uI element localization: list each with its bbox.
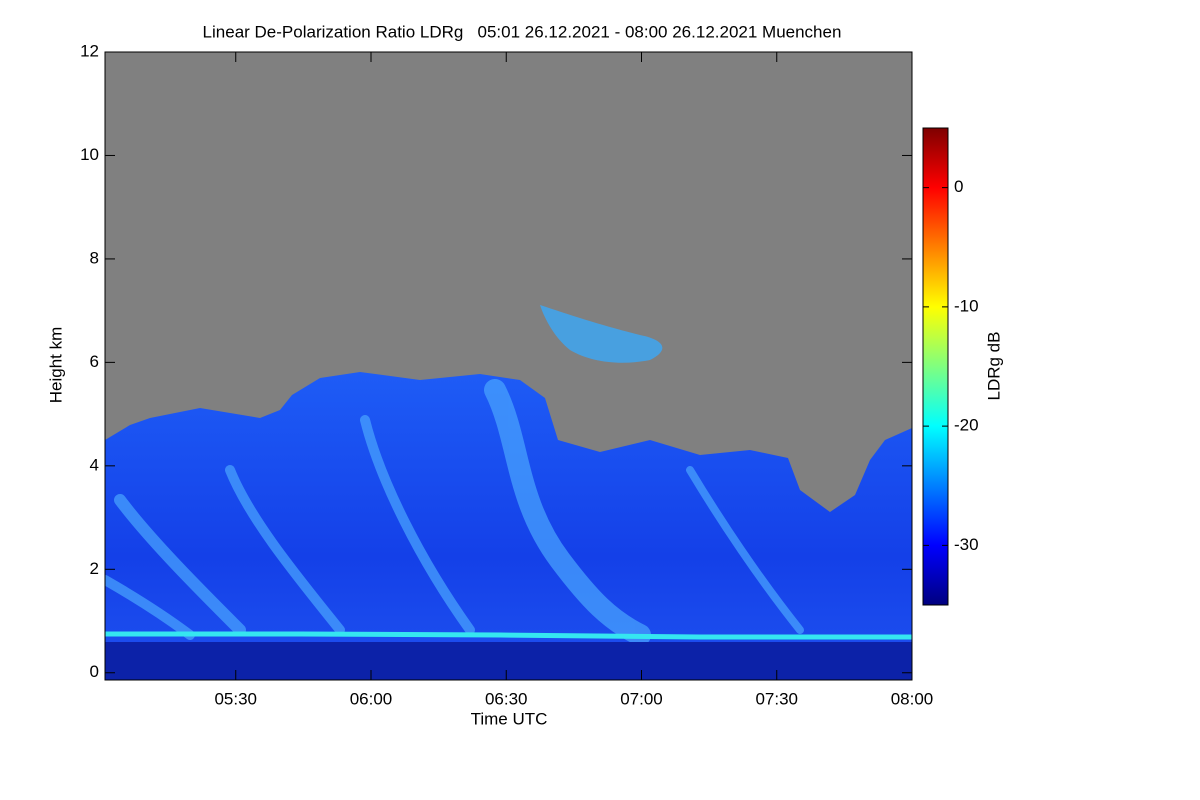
colorbar — [922, 127, 949, 606]
y-tick-label: 2 — [90, 559, 99, 578]
x-tick-label: 06:00 — [350, 689, 393, 708]
x-tick-label: 06:30 — [485, 689, 528, 708]
y-tick-label: 8 — [90, 248, 99, 267]
colorbar-tick-label: 0 — [954, 177, 963, 196]
x-tick-label: 05:30 — [214, 689, 257, 708]
heatmap — [105, 52, 912, 680]
plot-frame — [104, 51, 913, 681]
y-tick-label: 10 — [80, 145, 99, 164]
x-tick-label: 08:00 — [891, 689, 934, 708]
near-ground-band — [105, 642, 912, 680]
colorbar-tick-label: -20 — [954, 416, 979, 435]
colorbar-tick-label: -10 — [954, 296, 979, 315]
x-tick-label: 07:30 — [755, 689, 798, 708]
colorbar-label: LDRg dB — [984, 332, 1003, 401]
y-tick-label: 12 — [80, 41, 99, 60]
x-axis-label: Time UTC — [471, 709, 548, 728]
y-tick-label: 0 — [90, 662, 99, 681]
y-tick-label: 6 — [90, 352, 99, 371]
x-tick-label: 07:00 — [620, 689, 663, 708]
y-tick-label: 4 — [90, 455, 99, 474]
chart-title: Linear De-Polarization Ratio LDRg 05:01 … — [203, 22, 842, 41]
y-axis-label: Height km — [46, 327, 65, 404]
boundary-layer-line — [105, 631, 912, 640]
cloud-patch — [540, 305, 663, 363]
colorbar-tick-label: -30 — [954, 535, 979, 554]
signal-region — [105, 372, 912, 680]
fall-streaks — [105, 379, 804, 646]
